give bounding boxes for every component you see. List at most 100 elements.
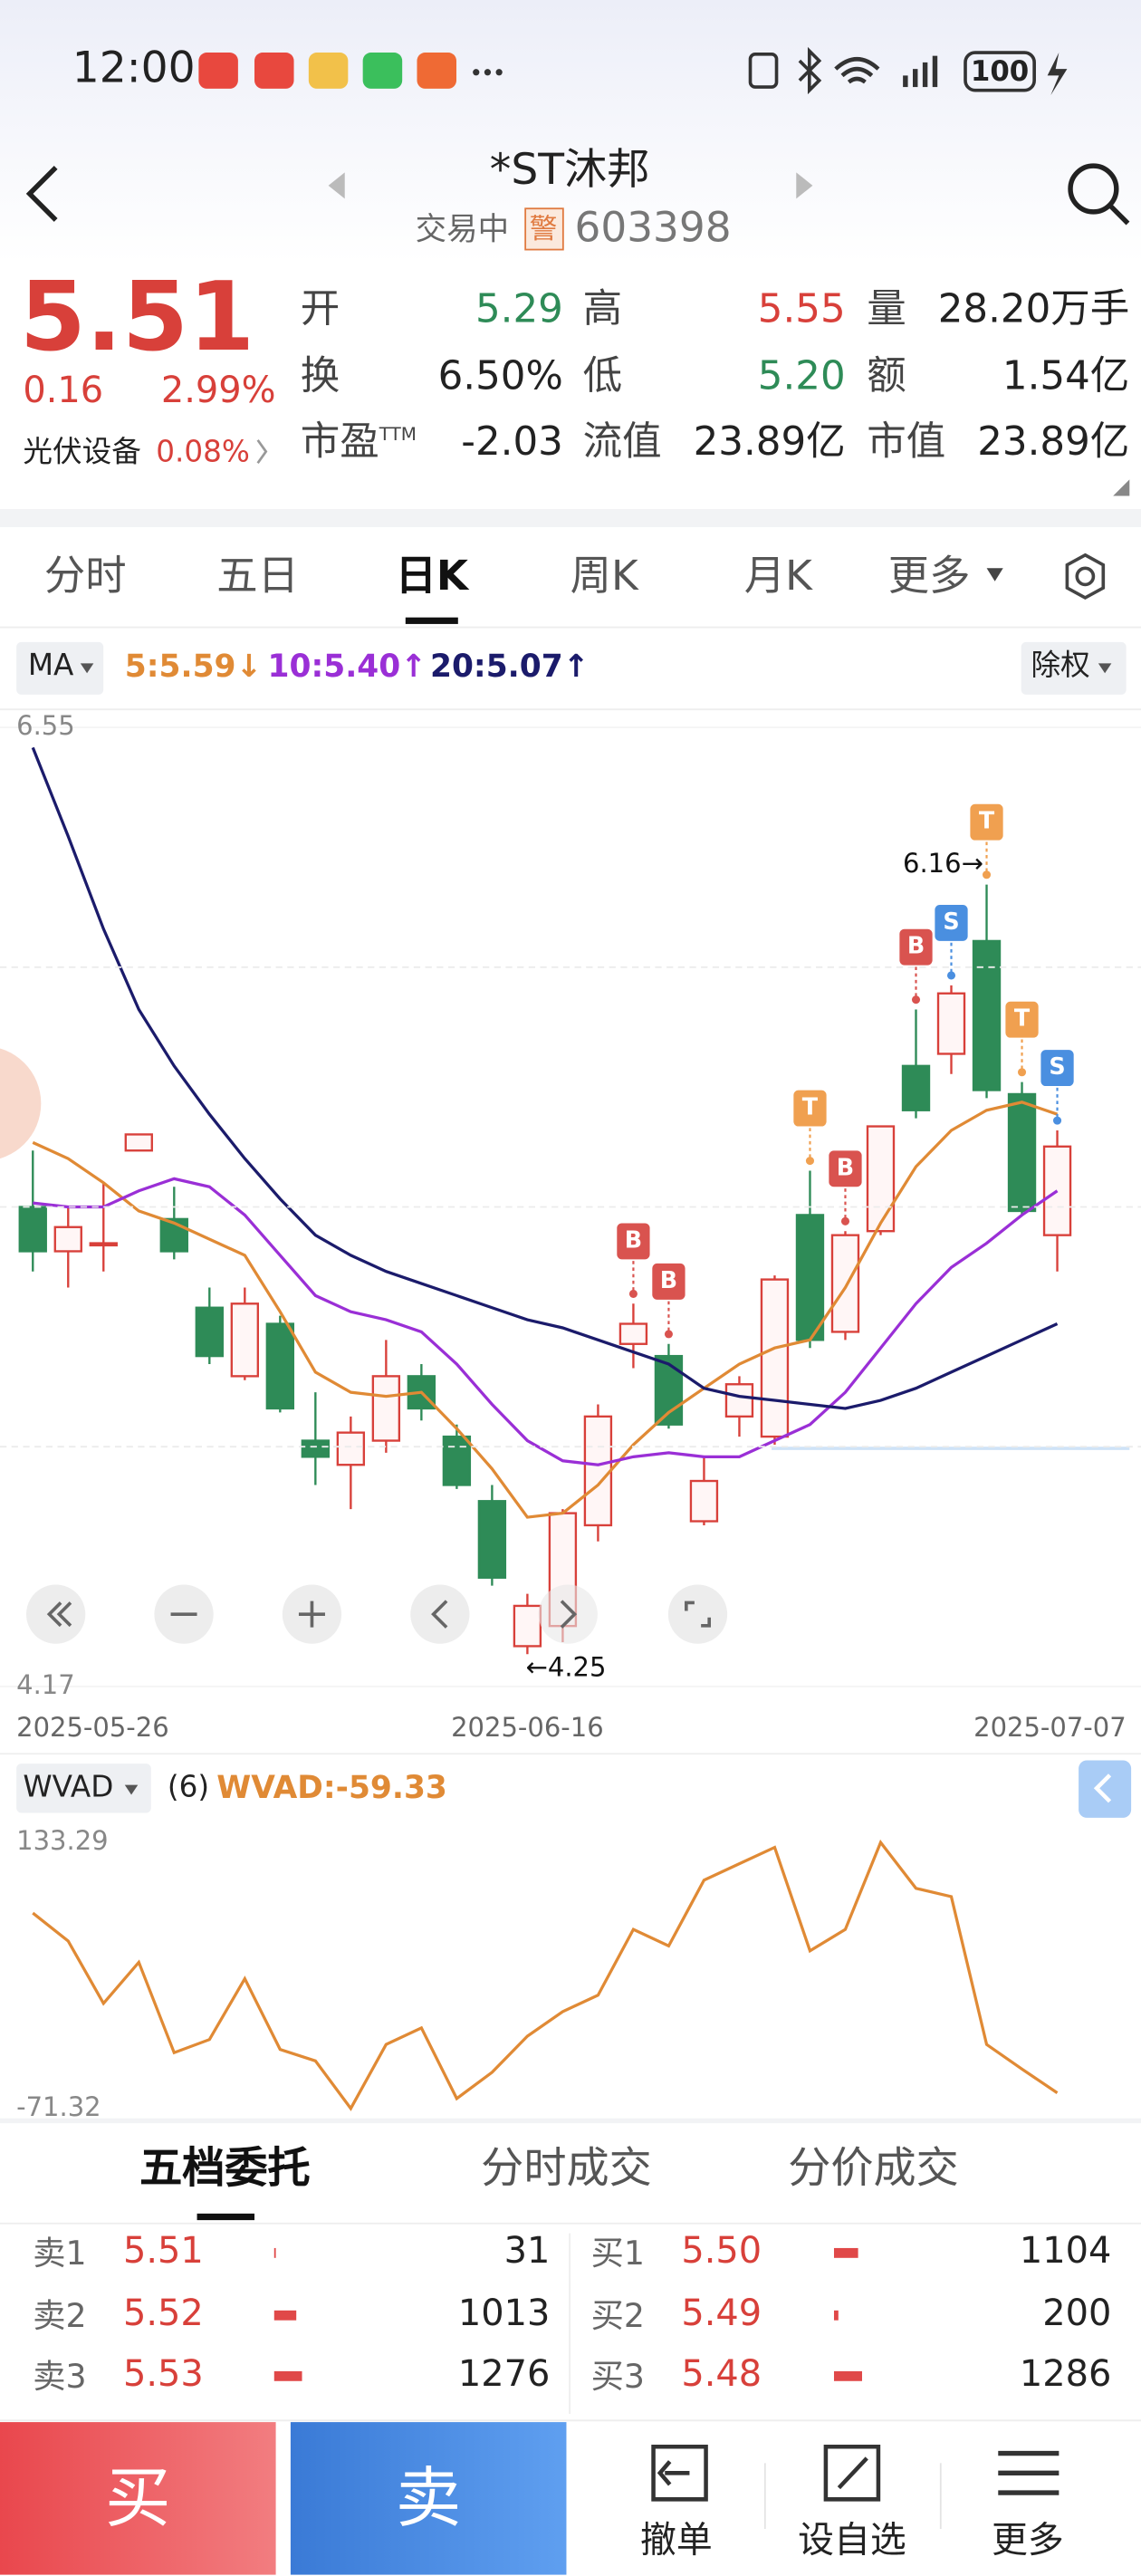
book-volume: 1104 [1019, 2231, 1112, 2273]
candle-body [618, 1322, 648, 1345]
status-icons [198, 46, 1068, 96]
book-volume: 1276 [457, 2354, 551, 2396]
signal-dot [982, 870, 992, 879]
volume-bar [273, 2370, 302, 2381]
candle-body [513, 1604, 542, 1648]
chart-controls [26, 1584, 728, 1644]
candle-body [901, 1064, 931, 1111]
candle-body [195, 1306, 224, 1358]
signal-label: B [907, 932, 925, 959]
ma-line [31, 746, 1059, 1410]
candle-body [936, 992, 966, 1055]
candle-body [336, 1431, 366, 1466]
candle-body [124, 1133, 153, 1152]
signal-dot [840, 1216, 850, 1226]
signal-label: T [802, 1093, 819, 1120]
buy-button[interactable] [0, 2422, 276, 2575]
indicator-select[interactable]: MA [27, 649, 74, 684]
field-value: 28.20万手 [937, 284, 1130, 332]
status-time: 12:00 [72, 44, 196, 95]
x-tick-label: 2025-07-07 [973, 1712, 1127, 1743]
sell-button[interactable] [290, 2422, 567, 2575]
sector-change: 0.08% [156, 435, 250, 470]
book-price: 5.51 [122, 2231, 204, 2273]
signal-dot [1017, 1068, 1027, 1077]
field-label: 低 [582, 352, 623, 399]
separator-band [0, 509, 1141, 527]
signal-label: B [625, 1226, 642, 1253]
book-price: 5.52 [122, 2293, 204, 2335]
buy-label[interactable]: 买 [105, 2461, 171, 2538]
volume-bar [833, 2247, 858, 2258]
change-pct: 2.99% [160, 370, 276, 412]
book-label: 买2 [590, 2295, 646, 2336]
wvad-line [32, 1839, 1059, 2111]
signal-label: S [943, 908, 959, 935]
sector: 光伏设备 [23, 435, 141, 470]
action-label[interactable]: 撤单 [640, 2520, 713, 2562]
indicator-select[interactable]: WVAD [23, 1770, 114, 1805]
tab[interactable]: 月K [743, 552, 812, 600]
field-value: 5.55 [757, 284, 846, 332]
field-value: -2.03 [461, 418, 563, 465]
candle-body [89, 1242, 118, 1247]
book-tab[interactable]: 五档委托 [139, 2145, 311, 2195]
signal-dot [911, 995, 921, 1004]
signal-dot [628, 1289, 638, 1298]
signal-label: T [1014, 1004, 1031, 1032]
battery: 100 [970, 55, 1030, 89]
candle-body [583, 1415, 613, 1527]
tab-underline [405, 617, 458, 624]
book-label: 卖1 [33, 2233, 87, 2273]
field-value: 1.54亿 [1002, 352, 1130, 399]
adjust-select[interactable]: 除权 [1031, 649, 1090, 684]
book-price: 5.53 [122, 2354, 204, 2396]
x-tick-label: 2025-06-16 [451, 1712, 604, 1743]
x-tick-label: 2025-05-26 [16, 1712, 169, 1743]
candle-body [654, 1354, 684, 1426]
field-value: 23.89亿 [693, 418, 846, 465]
book-volume: 1286 [1019, 2354, 1112, 2396]
field-label: 量 [867, 284, 906, 332]
price: 5.51 [19, 261, 255, 373]
high-annotation: 6.16→ [903, 848, 983, 879]
candle-body [866, 1125, 896, 1233]
signal-dot [805, 1157, 815, 1166]
tab[interactable]: 分时 [43, 552, 127, 600]
stock-code: 603398 [574, 203, 732, 252]
candle-body [760, 1278, 790, 1438]
legend-entry: 20:5.07↑ [429, 648, 590, 685]
book-label: 卖2 [33, 2295, 87, 2336]
legend-entry: 10:5.40↑ [267, 648, 427, 685]
field-sup: TTM [379, 423, 417, 445]
book-tab[interactable]: 分价成交 [788, 2145, 959, 2195]
tab[interactable]: 日K [395, 552, 469, 600]
field-label: 开 [300, 284, 340, 332]
book-tab[interactable]: 分时成交 [481, 2145, 652, 2195]
signal-box [829, 1150, 862, 1187]
y-tick-label: 133.29 [16, 1825, 108, 1856]
tab[interactable]: 更多 [887, 552, 971, 600]
field-value: 23.89亿 [977, 418, 1130, 465]
y-tick-label: 4.17 [16, 1669, 75, 1700]
sell-label[interactable]: 卖 [395, 2461, 462, 2538]
legend-entry: WVAD:-59.33 [216, 1769, 447, 1806]
book-volume: 200 [1042, 2293, 1112, 2335]
tab[interactable]: 五日 [216, 552, 299, 600]
volume-bar [273, 2310, 297, 2321]
candle-body [477, 1500, 507, 1579]
status-bar-bg [0, 0, 1141, 510]
signal-box [1040, 1050, 1074, 1087]
change: 0.16 [23, 370, 104, 412]
y-tick-label: 6.55 [16, 710, 75, 741]
tab[interactable]: 周K [570, 552, 638, 600]
action-label[interactable]: 设自选 [798, 2520, 906, 2562]
field-label: 额 [867, 352, 906, 399]
action-label[interactable]: 更多 [992, 2520, 1064, 2562]
candle-body [301, 1439, 331, 1458]
book-price: 5.49 [681, 2293, 762, 2335]
signal-box [617, 1223, 650, 1260]
signal-box [652, 1263, 686, 1300]
